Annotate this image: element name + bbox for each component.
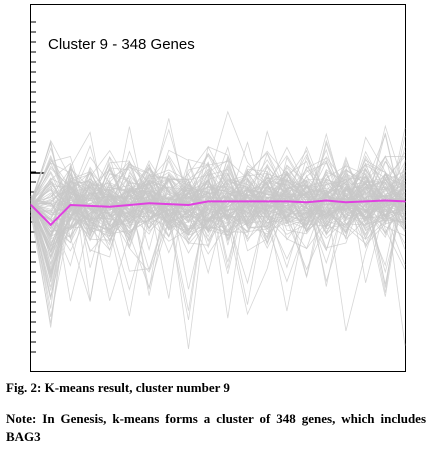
gene-profile-line bbox=[30, 165, 406, 272]
chart bbox=[30, 21, 406, 353]
gene-profile-line bbox=[30, 141, 406, 249]
figure-note: Note: In Genesis, k-means forms a cluste… bbox=[6, 411, 426, 444]
cluster-mean-point bbox=[89, 205, 91, 207]
gene-profiles bbox=[30, 110, 406, 349]
cluster-mean-point bbox=[246, 200, 249, 203]
gene-profile-line bbox=[30, 171, 406, 317]
gene-profile-line bbox=[30, 156, 406, 232]
cluster-mean-point bbox=[384, 199, 387, 202]
cluster-mean-point bbox=[325, 199, 328, 202]
cluster-mean-point bbox=[286, 200, 288, 203]
cluster-mean-point bbox=[167, 203, 170, 205]
cluster-mean-point bbox=[30, 204, 32, 206]
cluster-mean-point bbox=[207, 200, 209, 203]
cluster-mean-point bbox=[49, 224, 52, 226]
gene-profile-line bbox=[30, 153, 406, 283]
gene-profile-line bbox=[30, 164, 406, 301]
mean-series-layer bbox=[30, 199, 406, 227]
chart-title: Cluster 9 - 348 Genes bbox=[48, 36, 195, 53]
gene-profile-line bbox=[30, 163, 406, 249]
gene-profile-line bbox=[30, 183, 406, 320]
gene-profile-line bbox=[30, 157, 406, 244]
gene-profile-line bbox=[30, 155, 406, 280]
gene-profile-line bbox=[30, 167, 406, 297]
cluster-mean-point bbox=[305, 201, 308, 204]
cluster-mean-point bbox=[69, 204, 72, 206]
cluster-mean-point bbox=[404, 200, 406, 203]
gene-profile-line bbox=[30, 145, 406, 282]
cluster-mean-point bbox=[108, 206, 111, 208]
cluster-mean-point bbox=[128, 204, 131, 206]
cluster-mean-point bbox=[227, 200, 229, 203]
gene-profile-line bbox=[30, 118, 406, 271]
cluster-mean-point bbox=[148, 202, 150, 204]
gene-profile-line bbox=[30, 131, 406, 349]
cluster-mean-point bbox=[266, 200, 269, 203]
gene-profile-line bbox=[30, 177, 406, 235]
cluster-mean-line bbox=[30, 199, 406, 227]
cluster-mean-point bbox=[345, 201, 347, 204]
cluster-mean-point bbox=[364, 200, 367, 203]
cluster-mean-point bbox=[187, 204, 190, 206]
figure-caption: Fig. 2: K-means result, cluster number 9 bbox=[6, 380, 230, 395]
